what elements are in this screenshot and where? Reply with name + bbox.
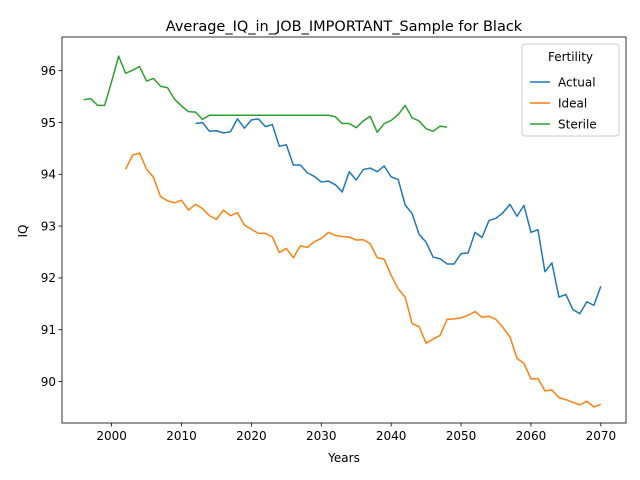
x-tick-label: 2050	[446, 429, 477, 443]
y-tick-label: 94	[41, 168, 56, 182]
legend-title: Fertility	[548, 50, 593, 64]
plot-area	[61, 36, 627, 424]
chart-title: Average_IQ_in_JOB_IMPORTANT_Sample for B…	[166, 19, 523, 35]
x-tick-label: 2060	[516, 429, 547, 443]
legend: Fertility Actual Ideal Sterile	[521, 43, 620, 137]
legend-label-sterile: Sterile	[558, 117, 597, 131]
x-axis: 2000 2010 2020 2030 2040 2050 2060 2070	[96, 423, 616, 443]
legend-label-ideal: Ideal	[558, 96, 587, 110]
x-tick-label: 2010	[166, 429, 197, 443]
series-line-sterile	[83, 55, 448, 134]
y-tick-label: 90	[41, 375, 56, 389]
axes-frame	[61, 36, 627, 424]
x-tick-label: 2030	[306, 429, 337, 443]
y-tick-label: 93	[41, 219, 56, 233]
x-tick-label: 2000	[96, 429, 127, 443]
y-axis-label: IQ	[16, 225, 30, 238]
y-tick-label: 91	[41, 323, 56, 337]
y-axis: 90 91 92 93 94 95 96	[41, 64, 62, 389]
series-line-actual	[195, 118, 602, 315]
x-tick-label: 2020	[236, 429, 267, 443]
x-tick-label: 2040	[376, 429, 407, 443]
y-tick-label: 92	[41, 271, 56, 285]
series-line-ideal	[124, 152, 602, 408]
legend-label-actual: Actual	[558, 75, 596, 89]
x-tick-label: 2070	[586, 429, 617, 443]
legend-box	[521, 43, 620, 137]
y-tick-label: 96	[41, 64, 56, 78]
y-tick-label: 95	[41, 116, 56, 130]
x-axis-label: Years	[327, 451, 360, 465]
